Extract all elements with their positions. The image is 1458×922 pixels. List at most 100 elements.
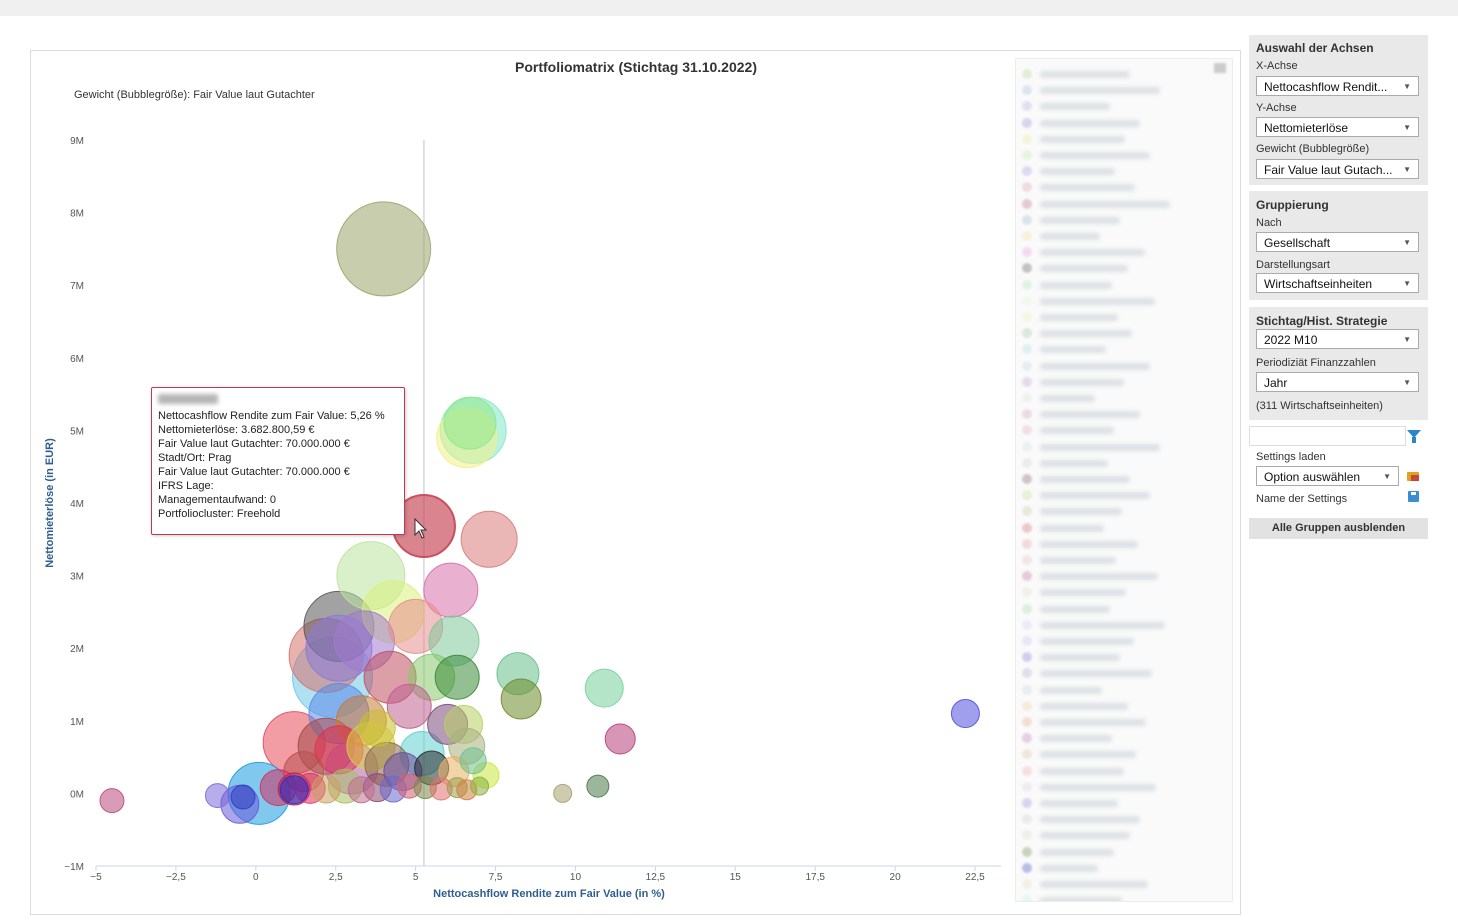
legend-marker [1022, 150, 1032, 160]
filter-icon[interactable] [1407, 430, 1421, 443]
bubble[interactable] [500, 678, 542, 720]
y-axis-select[interactable]: Nettomieterlöse ▼ [1256, 117, 1419, 137]
folder-icon[interactable] [1407, 472, 1419, 481]
legend-marker [1022, 814, 1032, 825]
date-select-value: 2022 M10 [1264, 333, 1318, 347]
date-select[interactable]: 2022 M10 ▼ [1256, 329, 1419, 349]
legend-label-redacted [1040, 459, 1108, 467]
legend-marker [1022, 344, 1032, 355]
chart-title: Portfoliomatrix (Stichtag 31.10.2022) [515, 59, 757, 75]
bubble[interactable] [586, 774, 610, 798]
y-tick-label: 5M [70, 426, 84, 437]
legend-marker [1022, 474, 1032, 484]
x-tick-label: 5 [413, 872, 419, 883]
display-mode-select[interactable]: Wirtschaftseinheiten ▼ [1256, 273, 1419, 293]
bubble[interactable] [204, 783, 230, 809]
legend-label-redacted [1040, 702, 1128, 710]
legend-label-redacted [1040, 71, 1130, 78]
legend-label-redacted [1040, 589, 1126, 597]
weight-select[interactable]: Fair Value laut Gutach... ▼ [1256, 159, 1419, 179]
legend-marker [1022, 668, 1032, 679]
tooltip-line: Nettomieterlöse: 3.682.800,59 € [158, 424, 315, 436]
x-axis-select[interactable]: Nettocashflow Rendit... ▼ [1256, 76, 1419, 96]
legend-marker [1022, 393, 1032, 403]
bubble[interactable] [443, 396, 497, 450]
legend-label-redacted [1040, 864, 1098, 872]
legend-marker [1022, 214, 1032, 225]
bubble[interactable] [950, 699, 980, 729]
legend-label-redacted [1040, 670, 1152, 678]
chart-legend[interactable] [1015, 58, 1233, 902]
display-mode-label: Darstellungsart [1256, 259, 1330, 271]
legend-label-redacted [1040, 378, 1124, 386]
save-icon[interactable] [1408, 491, 1419, 502]
portfolio-bubble-chart: −5 −2,5 0 2,5 5 7,5 10 12,5 15 17,5 20 22,5 −1M 0M 1M 2… [44, 59, 1001, 900]
legend-label-redacted [1040, 119, 1140, 127]
bubble[interactable] [230, 784, 256, 810]
legend-marker [1022, 555, 1032, 565]
legend-marker [1022, 441, 1032, 452]
date-panel-title: Stichtag/Hist. Strategie [1256, 314, 1388, 328]
legend-label-redacted [1040, 508, 1122, 516]
legend-label-redacted [1040, 540, 1138, 548]
legend-toggle-icon[interactable] [1214, 63, 1226, 73]
legend-label-redacted [1040, 281, 1112, 289]
legend-marker [1022, 895, 1032, 901]
settings-load-select[interactable]: Option auswählen ▼ [1256, 466, 1399, 486]
legend-marker [1022, 360, 1032, 371]
legend-label-redacted [1040, 686, 1102, 694]
bubble[interactable] [434, 654, 480, 700]
legend-label-redacted [1040, 800, 1118, 807]
bubble[interactable] [336, 201, 432, 297]
legend-marker [1022, 409, 1032, 420]
legend-marker [1022, 587, 1032, 598]
filter-input[interactable] [1249, 426, 1406, 446]
legend-label-redacted [1040, 411, 1140, 419]
mouse-pointer-icon [414, 517, 428, 539]
bubble[interactable] [386, 683, 432, 729]
bubble[interactable] [604, 723, 636, 755]
y-axis-label: Y-Achse [1256, 102, 1297, 114]
legend-marker [1022, 376, 1032, 387]
bubble[interactable] [99, 788, 125, 814]
hide-all-groups-button[interactable]: Alle Gruppen ausblenden [1249, 518, 1428, 539]
legend-label-redacted [1040, 152, 1150, 159]
legend-marker [1022, 538, 1032, 549]
bubble[interactable] [347, 776, 375, 804]
bubble[interactable] [470, 776, 490, 796]
legend-label-redacted [1040, 216, 1120, 224]
bubble[interactable] [459, 747, 487, 775]
bubble[interactable] [553, 783, 573, 803]
chevron-down-icon: ▼ [1403, 238, 1411, 247]
x-tick-label: 7,5 [489, 872, 503, 883]
chevron-down-icon: ▼ [1403, 82, 1411, 91]
bubble[interactable] [584, 668, 624, 708]
bubble[interactable] [460, 510, 518, 568]
bubble[interactable] [279, 775, 309, 805]
x-axis-select-value: Nettocashflow Rendit... [1264, 80, 1388, 94]
bubble[interactable] [358, 709, 396, 747]
period-select[interactable]: Jahr ▼ [1256, 372, 1419, 392]
legend-marker [1022, 198, 1032, 209]
legend-marker [1022, 425, 1032, 436]
x-tick-label: 17,5 [805, 872, 825, 883]
legend-marker [1022, 571, 1032, 582]
chevron-down-icon: ▼ [1403, 335, 1411, 344]
display-mode-select-value: Wirtschaftseinheiten [1264, 277, 1373, 291]
group-by-select[interactable]: Gesellschaft ▼ [1256, 232, 1419, 252]
legend-label-redacted [1040, 719, 1146, 726]
legend-marker [1022, 166, 1032, 177]
legend-marker [1022, 733, 1032, 744]
legend-marker [1022, 101, 1032, 112]
y-tick-label: 2M [70, 644, 84, 655]
date-panel: Stichtag/Hist. Strategie 2022 M10 ▼ Perio… [1249, 307, 1428, 420]
tooltip-line: Nettocashflow Rendite zum Fair Value: 5,… [158, 410, 385, 422]
legend-label-redacted [1040, 297, 1155, 305]
legend-label-redacted [1040, 87, 1160, 95]
y-tick-label: 9M [70, 136, 84, 147]
bubble[interactable] [311, 774, 341, 804]
y-tick-label: 6M [70, 354, 84, 365]
legend-label-redacted [1040, 330, 1132, 338]
legend-label-redacted [1040, 524, 1104, 532]
legend-marker [1022, 798, 1032, 808]
